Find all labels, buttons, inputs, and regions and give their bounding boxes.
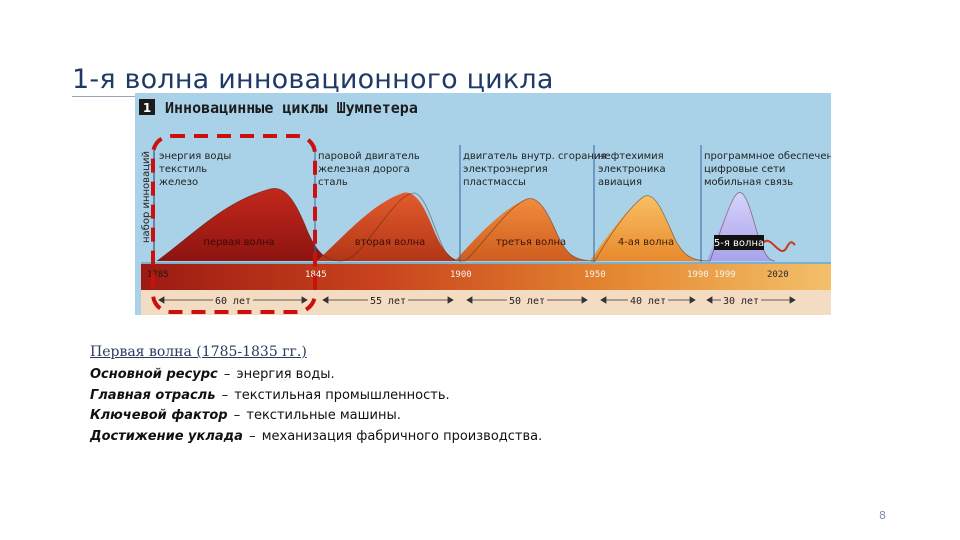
detail-achievement-term: Достижение уклада <box>90 428 243 444</box>
badge-number: 1 <box>143 101 151 115</box>
detail-achievement: Достижение уклада – механизация фабрично… <box>90 427 850 448</box>
year-1999: 1999 <box>714 270 736 280</box>
timeline-band <box>141 263 831 290</box>
wave-3-shape <box>455 198 595 261</box>
wave-2-note-1: паровой двигатель <box>318 151 420 162</box>
year-1900: 1900 <box>450 270 472 280</box>
wave-4-label: 4-ая волна <box>618 237 674 248</box>
wave-1-note-3: железо <box>159 177 198 188</box>
wave-5-note-3: мобильная связь <box>704 177 793 188</box>
duration-5: 30 лет <box>723 296 759 307</box>
wave-5-shape <box>707 192 775 261</box>
wave-1-shape <box>157 188 340 261</box>
duration-5-bg <box>721 293 761 307</box>
duration-1: 60 лет <box>215 296 251 307</box>
cycles-diagram: 1 Инновацинные циклы Шумпетера набор инн… <box>139 99 831 315</box>
page-number: 8 <box>879 509 886 522</box>
wave-2-note-2: железная дорога <box>318 164 410 175</box>
year-1950: 1950 <box>584 270 606 280</box>
year-2020: 2020 <box>767 270 789 280</box>
duration-3-bg <box>507 293 547 307</box>
year-1785: 1785 <box>147 270 169 280</box>
detail-achievement-text: механизация фабричного производства. <box>261 428 543 444</box>
duration-2-bg <box>368 293 408 307</box>
detail-industry-sep: – <box>221 387 229 403</box>
wave-3-note-3: пластмассы <box>463 177 526 188</box>
wave-2-label: вторая волна <box>355 237 426 248</box>
wave-2-note-3: сталь <box>318 177 348 188</box>
wave-details: Первая волна (1785-1835 гг.) Основной ре… <box>90 344 850 447</box>
duration-4-bg <box>628 293 668 307</box>
wave-3-label: третья волна <box>496 237 566 248</box>
wave-1-label: первая волна <box>203 237 274 248</box>
duration-1-bg <box>213 293 253 307</box>
wave-5-label-box <box>714 235 764 250</box>
detail-achievement-sep: – <box>249 428 256 444</box>
detail-factor-sep: – <box>233 408 241 423</box>
detail-resource-text: энергия воды. <box>236 367 335 382</box>
badge-box <box>139 99 155 115</box>
detail-factor-text: текстильные машины. <box>246 408 401 423</box>
detail-industry-text: текстильная промышленность. <box>234 387 450 403</box>
schumpeter-cycles-figure: 1 Инновацинные циклы Шумпетера набор инн… <box>135 93 831 315</box>
detail-industry-term: Главная отрасль <box>90 387 216 403</box>
wave-1-note-2: текстиль <box>159 164 207 175</box>
detail-factor: Ключевой фактор – текстильные машины. <box>90 406 850 427</box>
wave-4-note-2: электроника <box>598 164 666 175</box>
wave-5-note-1: программное обеспечение <box>704 151 831 162</box>
detail-resource-term: Основной ресурс <box>90 367 218 382</box>
duration-3: 50 лет <box>509 296 545 307</box>
detail-factor-term: Ключевой фактор <box>90 408 228 423</box>
y-axis-label: набор инноваций <box>141 151 152 243</box>
wave-4-note-3: авиация <box>598 177 642 188</box>
year-1990: 1990 <box>687 270 709 280</box>
detail-resource-sep: – <box>223 367 231 382</box>
figure-header: Инновацинные циклы Шумпетера <box>165 99 418 117</box>
detail-resource: Основной ресурс – энергия воды. <box>90 365 850 386</box>
wave-2-shape <box>317 192 463 261</box>
duration-band <box>141 290 831 315</box>
wave-3-note-2: электроэнергия <box>463 164 548 175</box>
wave-4-note-1: нефтехимия <box>598 151 664 162</box>
wave-3-note-1: двигатель внутр. сгорания <box>463 151 606 162</box>
slide-title: 1-я волна инновационного цикла <box>72 64 554 95</box>
year-1845: 1845 <box>305 270 327 280</box>
duration-4: 40 лет <box>630 296 666 307</box>
wave-5-note-2: цифровые сети <box>704 164 785 175</box>
wave-5-label: 5-я волна <box>714 238 764 249</box>
detail-industry: Главная отрасль – текстильная промышленн… <box>90 386 850 407</box>
wave-1-note-1: энергия воды <box>159 151 231 162</box>
wave-details-title: Первая волна (1785-1835 гг.) <box>90 344 307 360</box>
wave-6-hint <box>762 239 796 252</box>
wave-4-shape <box>590 195 710 261</box>
duration-2: 55 лет <box>370 296 406 307</box>
